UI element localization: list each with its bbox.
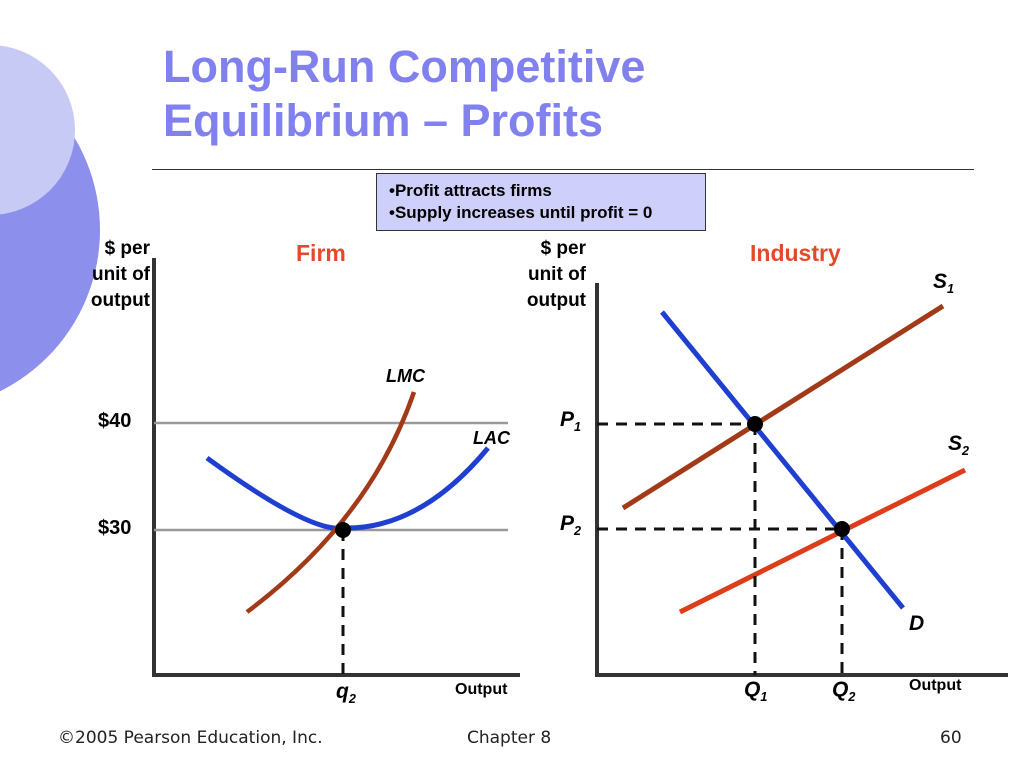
q2-industry-main: Q <box>832 678 849 701</box>
industry-x-axis-label: Output <box>909 677 962 694</box>
industry-equilibrium-2 <box>834 521 850 537</box>
firm-ylabel-line-2: unit of <box>91 264 150 285</box>
industry-ylabel-line-3: output <box>526 290 586 311</box>
footer-copyright: ©2005 Pearson Education, Inc. <box>58 728 323 748</box>
firm-panel <box>152 258 520 677</box>
p2-tick: P2 <box>560 512 581 538</box>
firm-ylabel-line-3: output <box>90 290 150 311</box>
title-line-1: Long-Run Competitive <box>163 41 646 92</box>
s2-main: S <box>948 432 963 455</box>
lmc-curve <box>245 391 417 614</box>
s2-curve <box>678 467 967 615</box>
p2-sub: 2 <box>574 524 582 539</box>
industry-panel-title: Industry <box>750 240 841 266</box>
slide-title: Long-Run Competitive Equilibrium – Profi… <box>163 40 963 148</box>
s2-label: S2 <box>948 432 969 458</box>
callout-line-2: •Supply increases until profit = 0 <box>389 203 653 222</box>
decor-circle-top <box>0 45 75 215</box>
industry-panel <box>595 283 1008 677</box>
industry-ylabel-line-2: unit of <box>527 264 586 285</box>
q2-main: q <box>336 680 349 703</box>
s1-curve <box>621 303 945 511</box>
firm-x-axis-label: Output <box>455 681 508 698</box>
s2-sub: 2 <box>962 444 970 459</box>
price-tick-30: $30 <box>98 517 132 539</box>
firm-equilibrium-point <box>335 522 351 538</box>
industry-ylabel-line-1: $ per <box>540 238 586 259</box>
p2-main: P <box>560 512 575 535</box>
p1-main: P <box>560 408 575 431</box>
title-divider <box>152 169 974 170</box>
title-line-2: Equilibrium – Profits <box>163 95 604 146</box>
s1-label: S1 <box>933 270 954 296</box>
lac-label: LAC <box>473 428 510 448</box>
q2-tick-industry: Q2 <box>832 678 855 704</box>
footer-page-number: 60 <box>940 728 962 748</box>
firm-panel-title: Firm <box>296 240 346 266</box>
lmc-label: LMC <box>386 366 425 386</box>
firm-q2-tick: q2 <box>336 680 356 706</box>
firm-ylabel-line-1: $ per <box>104 238 150 259</box>
footer-chapter: Chapter 8 <box>467 728 552 748</box>
s1-sub: 1 <box>947 282 955 297</box>
demand-label: D <box>909 612 925 635</box>
q2-industry-sub: 2 <box>848 690 856 705</box>
q2-sub: 2 <box>348 692 356 707</box>
q1-main: Q <box>744 678 761 701</box>
q1-sub: 1 <box>760 690 768 705</box>
industry-equilibrium-1 <box>747 416 763 432</box>
callout-line-1: •Profit attracts firms <box>389 181 552 200</box>
firm-y-axis-label: $ per unit of output <box>78 236 150 314</box>
price-tick-40: $40 <box>98 410 132 432</box>
s1-main: S <box>933 270 948 293</box>
p1-tick: P1 <box>560 408 581 434</box>
industry-y-axis-label: $ per unit of output <box>512 236 586 314</box>
callout-box: •Profit attracts firms •Supply increases… <box>376 173 706 231</box>
q1-tick: Q1 <box>744 678 767 704</box>
demand-curve <box>660 310 905 610</box>
p1-sub: 1 <box>574 420 582 435</box>
